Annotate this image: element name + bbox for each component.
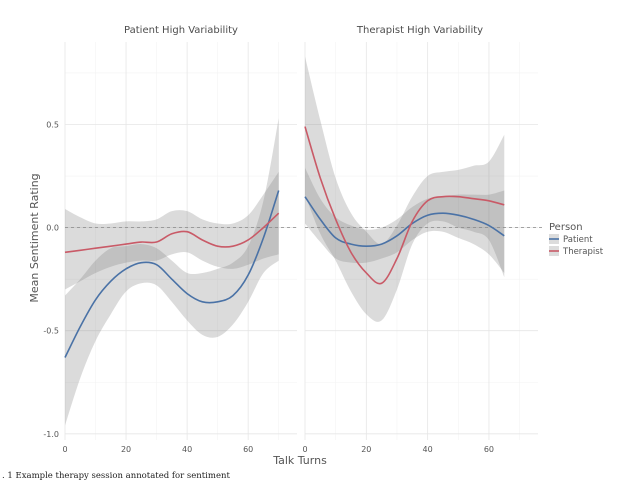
x-tick-label: 60 [484,445,494,454]
confidence-band-patient [65,118,279,426]
y-tick-label: -0.5 [43,327,59,336]
panel-therapist-high-variability: Therapist High Variability 0 20 40 60 [302,25,545,454]
panel-title-left: Patient High Variability [124,25,238,36]
legend-label-therapist: Therapist [562,247,604,257]
legend-title: Person [549,222,583,233]
x-tick-label: 40 [423,445,433,454]
y-tick-label: 0.5 [46,120,59,129]
confidence-band-therapist [305,56,505,322]
y-axis-title: Mean Sentiment Rating [28,173,41,302]
y-axis-ticks: -1.0 -0.5 0.0 0.5 [43,120,59,438]
series-line-therapist [304,126,505,285]
series-line-patient [64,190,280,358]
panel-patient-high-variability: Patient High Variability 0 20 40 60 [62,25,297,454]
y-tick-label: 0.0 [46,224,59,233]
x-tick-label: 60 [243,445,253,454]
confidence-band-therapist [65,171,279,290]
x-tick-label: 0 [62,445,67,454]
x-tick-label: 20 [361,445,371,454]
figure-caption: . 1 Example therapy session annotated fo… [2,471,230,481]
legend-label-patient: Patient [563,235,593,245]
x-tick-label: 0 [302,445,307,454]
x-tick-label: 20 [121,445,131,454]
y-tick-label: -1.0 [43,430,59,439]
series-line-patient [304,196,505,247]
series-line-therapist [64,212,280,254]
confidence-band-patient [305,167,505,273]
legend: Person Patient Therapist [549,222,604,257]
panel-title-right: Therapist High Variability [356,25,483,36]
x-axis-title: Talk Turns [272,454,327,467]
x-tick-label: 40 [182,445,192,454]
